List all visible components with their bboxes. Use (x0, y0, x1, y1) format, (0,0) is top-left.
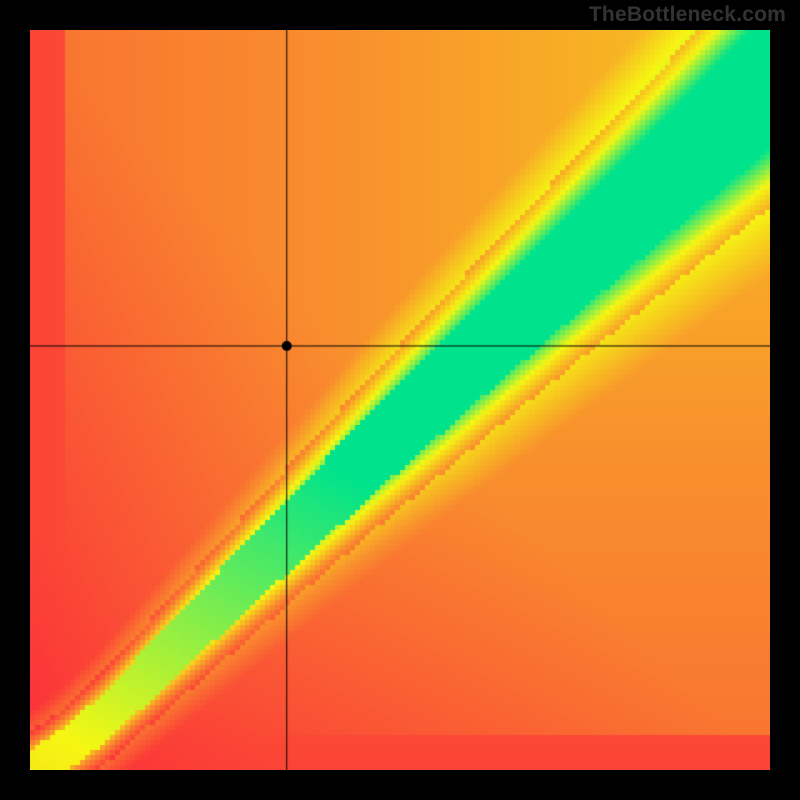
attribution-watermark: TheBottleneck.com (589, 3, 786, 27)
bottleneck-heatmap (30, 30, 770, 770)
chart-stage: TheBottleneck.com (0, 0, 800, 800)
